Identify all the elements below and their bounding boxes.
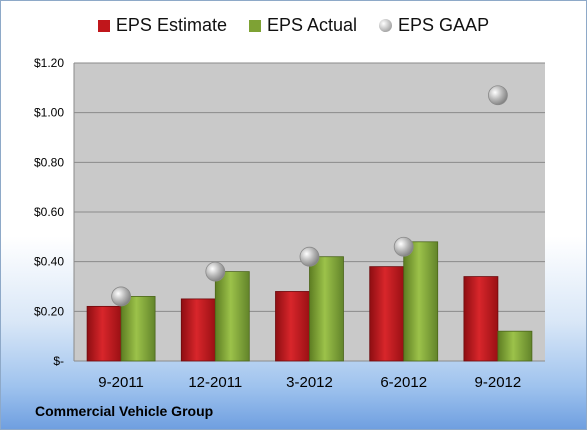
y-tick-label: $0.80	[34, 155, 64, 169]
point-eps-gaap	[205, 261, 226, 282]
point-eps-gaap	[393, 236, 414, 257]
company-name: Commercial Vehicle Group	[35, 403, 214, 419]
bar-eps-actual	[403, 241, 439, 362]
legend-label-gaap: EPS GAAP	[398, 15, 490, 35]
legend-label-estimate: EPS Estimate	[115, 15, 227, 35]
bar-eps-actual	[309, 256, 344, 362]
legend-swatch-gaap	[379, 19, 393, 32]
bar-eps-estimate	[180, 298, 216, 362]
x-tick-label: 3-2012	[286, 374, 333, 391]
point-eps-gaap	[299, 246, 320, 267]
legend-item-gaap: EPS GAAP	[379, 15, 489, 36]
bar-eps-estimate	[86, 305, 122, 362]
legend-label-actual: EPS Actual	[266, 15, 358, 35]
y-tick-label: $0.20	[34, 304, 64, 318]
legend-item-actual: EPS Actual	[248, 15, 358, 36]
point-eps-gaap	[111, 286, 131, 307]
legend-item-estimate: EPS Estimate	[97, 15, 227, 36]
x-tick-label: 9-2012	[475, 374, 522, 391]
x-tick-label: 9-2011	[98, 374, 144, 391]
legend-swatch-actual	[248, 19, 261, 32]
y-tick-label: $-	[53, 354, 64, 368]
y-tick-label: $1.20	[34, 56, 64, 70]
bar-eps-actual	[497, 330, 533, 362]
bar-eps-actual	[120, 296, 156, 362]
y-tick-label: $0.40	[34, 255, 64, 269]
y-tick-label: $0.60	[34, 205, 64, 219]
legend-swatch-estimate	[97, 19, 110, 32]
bar-eps-estimate	[369, 266, 405, 362]
bar-eps-actual	[214, 271, 250, 362]
chart-legend: EPS Estimate EPS Actual EPS GAAP	[1, 15, 586, 36]
x-tick-label: 6-2012	[380, 374, 427, 391]
y-tick-label: $1.00	[34, 106, 64, 120]
point-eps-gaap	[487, 85, 508, 106]
bar-eps-estimate	[275, 291, 310, 362]
bar-eps-estimate	[463, 276, 499, 362]
x-tick-label: 12-2011	[188, 374, 242, 391]
